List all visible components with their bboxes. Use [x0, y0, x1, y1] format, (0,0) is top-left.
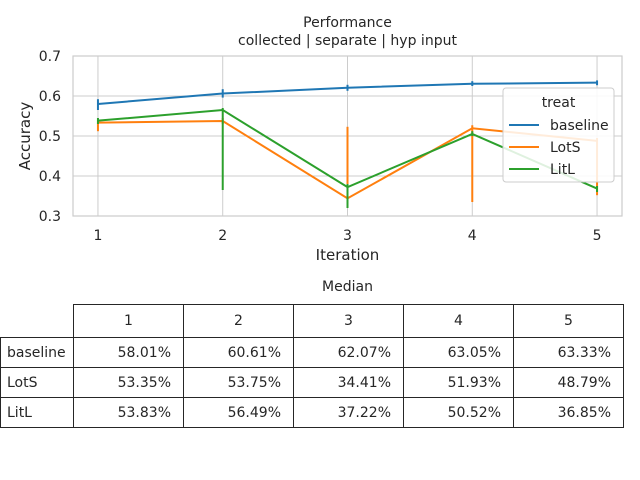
legend-box: [502, 87, 615, 183]
table-cell: 53.83%: [73, 397, 184, 428]
table-cell: 36.85%: [513, 397, 624, 428]
y-tick-label: 0.3: [39, 209, 61, 225]
y-axis-label: Accuracy: [16, 102, 34, 171]
table-cell: 58.01%: [73, 337, 184, 368]
table-row-label: baseline: [0, 337, 74, 368]
plot-frame: [72, 55, 623, 217]
table-row: LitL 53.83% 56.49% 37.22% 50.52% 36.85%: [0, 397, 624, 428]
series-line: [97, 81, 598, 105]
table-cell: 34.41%: [293, 367, 404, 398]
legend-label: baseline: [550, 118, 609, 134]
y-tick-label: 0.6: [39, 89, 61, 105]
table-cell: 51.93%: [403, 367, 514, 398]
chart-title: Performance: [303, 15, 392, 31]
y-tick-label: 0.4: [39, 169, 61, 185]
y-tick-label: 0.5: [39, 129, 61, 145]
x-tick-label: 1: [93, 228, 102, 244]
median-table: 1 2 3 4 5 baseline 58.01% 60.61% 62.07% 63.05% 63.…: [0, 304, 624, 428]
y-tick-label: 0.7: [39, 49, 61, 65]
table-cell: 63.33%: [513, 337, 624, 368]
table-column-header: 1: [73, 304, 184, 338]
table-column-header: 4: [403, 304, 514, 338]
table-cell: 60.61%: [183, 337, 294, 368]
line-chart: 0.3 0.4 0.5 0.6 0.7 1 2 3 4 5 Iteration Accuracy tre…: [16, 49, 623, 264]
table-column-header: 3: [293, 304, 404, 338]
legend-label: LotS: [550, 140, 581, 156]
table-title: Median: [322, 279, 373, 295]
table-column-header: 2: [183, 304, 294, 338]
table-cell: 50.52%: [403, 397, 514, 428]
table-row-label: LotS: [0, 367, 74, 398]
table-cell: 62.07%: [293, 337, 404, 368]
table-row-label: LitL: [0, 397, 74, 428]
table-column-header: 5: [513, 304, 624, 338]
table-cell: 48.79%: [513, 367, 624, 398]
x-tick-label: 3: [343, 228, 352, 244]
table-cell: 56.49%: [183, 397, 294, 428]
table-row: LotS 53.35% 53.75% 34.41% 51.93% 48.79%: [0, 367, 624, 398]
x-tick-label: 4: [468, 228, 477, 244]
table-cell: 37.22%: [293, 397, 404, 428]
table-row: baseline 58.01% 60.61% 62.07% 63.05% 63.33%: [0, 337, 624, 368]
legend-label: LitL: [550, 162, 575, 178]
table-corner: [1, 305, 74, 338]
table-cell: 63.05%: [403, 337, 514, 368]
x-axis-label: Iteration: [316, 246, 380, 264]
x-tick-label: 5: [593, 228, 602, 244]
x-tick-label: 2: [218, 228, 227, 244]
legend-title: treat: [542, 95, 576, 111]
table-cell: 53.75%: [183, 367, 294, 398]
chart-subtitle: collected | separate | hyp input: [238, 33, 457, 49]
table-cell: 53.35%: [73, 367, 184, 398]
